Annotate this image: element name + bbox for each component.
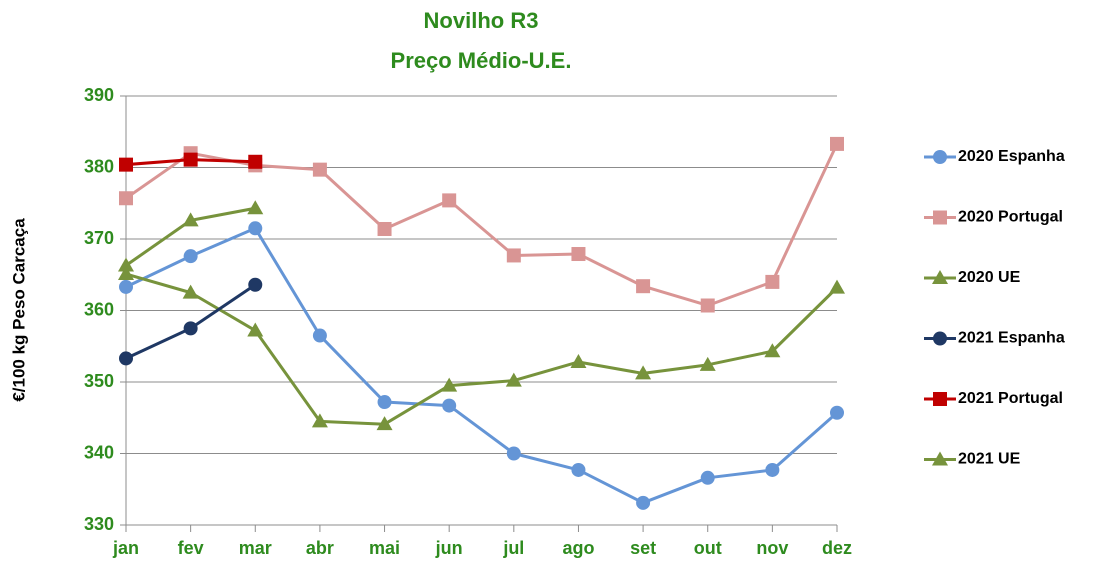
point xyxy=(182,212,199,227)
point xyxy=(376,416,393,431)
point xyxy=(830,405,844,420)
series-line xyxy=(125,143,839,307)
y-tick-label: 340 xyxy=(84,442,114,462)
x-tick-label: mar xyxy=(239,538,272,558)
legend-marker xyxy=(932,270,948,284)
x-tick-label: mai xyxy=(369,538,400,558)
point xyxy=(311,413,328,428)
point xyxy=(183,152,198,167)
chart-subtitle: Preço Médio-U.E. xyxy=(391,48,572,73)
x-tick-label: dez xyxy=(822,538,852,558)
legend-label: 2020 Espanha xyxy=(958,148,1065,165)
y-tick-label: 370 xyxy=(84,228,114,248)
point xyxy=(636,279,651,294)
y-tick-label: 380 xyxy=(84,156,114,176)
point xyxy=(570,353,587,368)
point xyxy=(119,157,133,172)
point xyxy=(312,328,327,343)
point xyxy=(119,279,133,294)
x-tick-label: out xyxy=(694,538,722,558)
y-tick-label: 390 xyxy=(84,85,114,105)
x-tick-label: abr xyxy=(306,538,334,558)
point xyxy=(119,351,133,366)
point xyxy=(118,266,134,281)
point xyxy=(765,274,780,289)
point xyxy=(635,365,652,380)
point xyxy=(118,257,134,272)
point xyxy=(830,136,844,151)
legend-marker xyxy=(933,150,947,164)
point xyxy=(829,279,845,294)
legend-label: 2020 UE xyxy=(958,269,1021,286)
point xyxy=(571,462,586,477)
point xyxy=(248,154,263,169)
series-line xyxy=(125,272,839,426)
point xyxy=(506,446,521,461)
chart-title: Novilho R3 xyxy=(424,8,539,33)
x-tick-label: jun xyxy=(435,538,463,558)
x-tick-label: jan xyxy=(112,538,139,558)
point xyxy=(182,284,199,299)
legend-label: 2021 Espanha xyxy=(958,330,1065,347)
point xyxy=(700,298,715,313)
x-tick-label: nov xyxy=(756,538,788,558)
legend-marker xyxy=(933,210,947,225)
legend-label: 2020 Portugal xyxy=(958,209,1063,226)
point xyxy=(442,193,457,208)
series-line xyxy=(125,226,838,505)
point xyxy=(442,398,457,413)
point xyxy=(764,343,781,358)
point xyxy=(377,395,392,410)
legend-marker xyxy=(933,392,947,406)
point xyxy=(441,377,458,392)
point xyxy=(119,191,133,206)
point xyxy=(571,247,586,262)
point xyxy=(506,248,521,263)
point xyxy=(700,470,715,485)
point xyxy=(248,221,263,236)
x-tick-label: fev xyxy=(178,538,204,558)
point xyxy=(636,495,651,510)
legend-label: 2021 UE xyxy=(958,451,1021,468)
legend-marker xyxy=(932,451,948,466)
y-tick-label: 350 xyxy=(84,371,114,391)
legend-label: 2021 Portugal xyxy=(958,390,1063,407)
x-tick-label: set xyxy=(630,538,656,558)
point xyxy=(183,249,198,264)
y-tick-label: 330 xyxy=(84,514,114,534)
point xyxy=(248,277,263,292)
point xyxy=(765,462,780,477)
point xyxy=(247,200,264,215)
point xyxy=(183,321,198,336)
y-axis-label: €/100 kg Peso Carcaça xyxy=(9,218,28,402)
point xyxy=(377,221,392,236)
x-tick-label: ago xyxy=(562,538,594,558)
legend-marker xyxy=(933,331,947,346)
point xyxy=(505,372,522,387)
x-tick-label: jul xyxy=(502,538,524,558)
y-tick-label: 360 xyxy=(84,299,114,319)
point xyxy=(312,162,327,177)
point xyxy=(699,356,716,371)
point xyxy=(247,322,264,337)
